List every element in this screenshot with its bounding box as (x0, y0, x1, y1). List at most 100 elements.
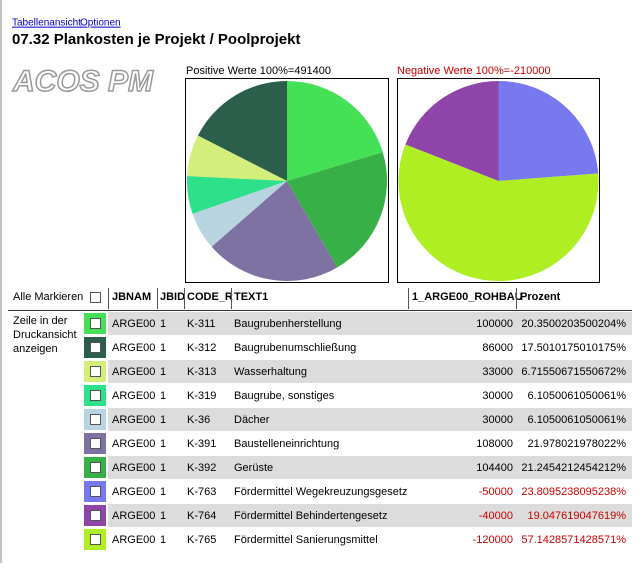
cell: 19.047619047619% (528, 510, 627, 522)
column-header: JBID (160, 291, 185, 303)
pie-slice (197, 81, 287, 181)
cell: 21.2454212454212% (521, 462, 626, 474)
pie-slice (405, 81, 499, 181)
select-all-label: Alle Markieren (13, 291, 83, 303)
cell: Fördermittel Wegekreuzungsgesetz (234, 486, 407, 498)
cell: K-765 (187, 534, 216, 546)
cell: 17.5010175010175% (521, 342, 626, 354)
pie-slice (192, 181, 287, 247)
cell: 1 (160, 534, 166, 546)
cell: 33000 (482, 366, 513, 378)
cell: 104400 (476, 462, 513, 474)
checkbox[interactable] (90, 366, 101, 377)
cell: -40000 (479, 510, 513, 522)
cell: 1 (160, 510, 166, 522)
cell: Baugrubenherstellung (234, 318, 342, 330)
checkbox[interactable] (90, 438, 101, 449)
cell: 6.71550671550672% (521, 366, 626, 378)
cell: 1 (160, 318, 166, 330)
cell: 30000 (482, 414, 513, 426)
cell: ARGE00 (112, 534, 155, 546)
cell: 20.3500203500204% (521, 318, 626, 330)
cell: K-313 (187, 366, 216, 378)
cell: Gerüste (234, 462, 273, 474)
row-background (108, 312, 632, 335)
checkbox[interactable] (90, 292, 101, 303)
cell: K-392 (187, 462, 216, 474)
checkbox[interactable] (90, 390, 101, 401)
cell: 23.8095238095238% (521, 486, 626, 498)
cell: Baugrubenumschließung (234, 342, 356, 354)
cell: 86000 (482, 342, 513, 354)
cell: Fördermittel Sanierungsmittel (234, 534, 378, 546)
cell: ARGE00 (112, 318, 155, 330)
cell: ARGE00 (112, 366, 155, 378)
pie-slice (211, 181, 338, 281)
pie-slice (498, 81, 599, 181)
side-note: anzeigen (13, 343, 58, 355)
cell: 1 (160, 390, 166, 402)
row-background (108, 408, 632, 431)
checkbox[interactable] (90, 318, 101, 329)
cell: 30000 (482, 390, 513, 402)
cell: ARGE00 (112, 462, 155, 474)
cell: K-311 (187, 318, 216, 330)
cell: ARGE00 (112, 438, 155, 450)
cell: K-391 (187, 438, 216, 450)
cell: Baugrube, sonstiges (234, 390, 335, 402)
checkbox[interactable] (90, 534, 101, 545)
chart-label: Negative Werte 100%=-210000 (397, 65, 551, 77)
column-header: TEXT1 (234, 291, 268, 303)
cell: K-319 (187, 390, 216, 402)
page-title: 07.32 Plankosten je Projekt / Poolprojek… (12, 31, 300, 48)
cell: 21.978021978022% (528, 438, 627, 450)
cell: 57.1428571428571% (521, 534, 626, 546)
cell: ARGE00 (112, 510, 155, 522)
cell: Baustelleneinrichtung (234, 438, 339, 450)
cell: Dächer (234, 414, 270, 426)
cell: 1 (160, 366, 166, 378)
pie-slice (287, 81, 383, 181)
logo: ACOS PM (12, 65, 154, 98)
side-note: Zeile in der (13, 315, 68, 327)
checkbox[interactable] (90, 462, 101, 473)
row-background (108, 504, 632, 527)
column-header: 1_ARGE00_ROHBAU (412, 291, 523, 303)
link[interactable]: Tabellenansicht (12, 18, 81, 29)
cell: Wasserhaltung (234, 366, 307, 378)
column-header: JBNAM (112, 291, 151, 303)
link[interactable]: Optionen (80, 18, 121, 29)
pie-slice (186, 176, 287, 214)
row-background (108, 360, 632, 383)
cell: 108000 (476, 438, 513, 450)
column-header: Prozent (520, 291, 561, 303)
cell: ARGE00 (112, 390, 155, 402)
cell: 6.1050061050061% (528, 414, 627, 426)
cell: 1 (160, 414, 166, 426)
cell: 1 (160, 486, 166, 498)
cell: Fördermittel Behindertengesetz (234, 510, 387, 522)
cell: 1 (160, 462, 166, 474)
column-header: CODE_R (187, 291, 233, 303)
cell: 1 (160, 342, 166, 354)
cell: 100000 (476, 318, 513, 330)
side-note: Druckansicht (13, 329, 77, 341)
cell: K-763 (187, 486, 216, 498)
cell: -120000 (473, 534, 513, 546)
chart-label: Positive Werte 100%=491400 (186, 65, 331, 77)
checkbox[interactable] (90, 414, 101, 425)
cell: K-764 (187, 510, 216, 522)
cell: -50000 (479, 486, 513, 498)
cell: K-312 (187, 342, 216, 354)
pie-slice (287, 152, 387, 268)
checkbox[interactable] (90, 342, 101, 353)
cell: ARGE00 (112, 486, 155, 498)
pie-slice (187, 135, 287, 181)
row-background (108, 456, 632, 479)
pie-slice (398, 144, 599, 281)
cell: 6.1050061050061% (528, 390, 627, 402)
cell: ARGE00 (112, 342, 155, 354)
checkbox[interactable] (90, 510, 101, 521)
checkbox[interactable] (90, 486, 101, 497)
